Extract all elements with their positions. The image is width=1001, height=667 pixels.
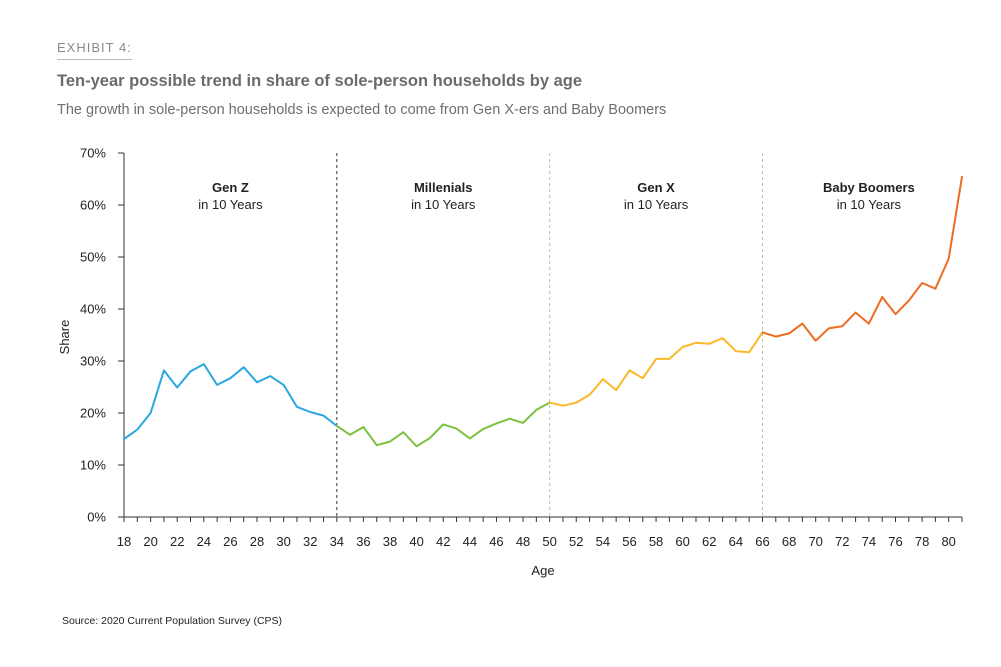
y-tick-label: 30% xyxy=(80,354,106,369)
x-tick-label: 66 xyxy=(755,534,769,549)
exhibit-label: EXHIBIT 4: xyxy=(57,40,132,60)
y-tick-label: 10% xyxy=(80,458,106,473)
x-tick-label: 80 xyxy=(941,534,955,549)
y-tick-label: 50% xyxy=(80,250,106,265)
y-tick-label: 60% xyxy=(80,198,106,213)
chart-subtitle: The growth in sole-person households is … xyxy=(57,102,667,118)
y-tick-label: 0% xyxy=(87,510,106,525)
y-tick-label: 70% xyxy=(80,146,106,161)
x-tick-label: 42 xyxy=(436,534,450,549)
x-tick-label: 78 xyxy=(915,534,929,549)
x-tick-label: 30 xyxy=(276,534,290,549)
x-tick-label: 18 xyxy=(117,534,131,549)
x-tick-label: 26 xyxy=(223,534,237,549)
x-tick-label: 74 xyxy=(862,534,876,549)
generation-name: Gen Z xyxy=(212,180,249,195)
y-tick-label: 20% xyxy=(80,406,106,421)
series-line-baby-boomers xyxy=(761,175,963,342)
x-tick-label: 28 xyxy=(250,534,264,549)
chart-title: Ten-year possible trend in share of sole… xyxy=(57,72,583,90)
x-tick-label: 56 xyxy=(622,534,636,549)
x-axis-title: Age xyxy=(531,563,554,578)
x-tick-label: 52 xyxy=(569,534,583,549)
x-tick-label: 72 xyxy=(835,534,849,549)
x-tick-label: 38 xyxy=(383,534,397,549)
x-tick-label: 60 xyxy=(675,534,689,549)
x-tick-label: 34 xyxy=(330,534,344,549)
generation-subtitle: in 10 Years xyxy=(837,197,902,212)
y-axis-title: Share xyxy=(57,320,72,355)
x-tick-label: 46 xyxy=(489,534,503,549)
generation-name: Baby Boomers xyxy=(823,180,915,195)
x-tick-label: 64 xyxy=(729,534,743,549)
y-tick-label: 40% xyxy=(80,302,106,317)
generation-name: Gen X xyxy=(637,180,675,195)
x-tick-label: 40 xyxy=(409,534,423,549)
x-tick-label: 58 xyxy=(649,534,663,549)
x-tick-label: 54 xyxy=(596,534,610,549)
x-tick-label: 20 xyxy=(143,534,157,549)
generation-subtitle: in 10 Years xyxy=(411,197,476,212)
series-line-gen-x xyxy=(548,331,764,407)
x-tick-label: 62 xyxy=(702,534,716,549)
generation-name: Millenials xyxy=(414,180,473,195)
series-line-millenials xyxy=(335,401,551,448)
x-tick-label: 68 xyxy=(782,534,796,549)
x-tick-label: 48 xyxy=(516,534,530,549)
x-tick-label: 50 xyxy=(542,534,556,549)
x-tick-label: 70 xyxy=(808,534,822,549)
x-tick-label: 76 xyxy=(888,534,902,549)
x-tick-label: 32 xyxy=(303,534,317,549)
x-tick-label: 36 xyxy=(356,534,370,549)
x-tick-label: 24 xyxy=(197,534,211,549)
x-tick-label: 22 xyxy=(170,534,184,549)
generation-subtitle: in 10 Years xyxy=(198,197,263,212)
x-tick-label: 44 xyxy=(463,534,477,549)
source-note: Source: 2020 Current Population Survey (… xyxy=(62,615,283,627)
generation-subtitle: in 10 Years xyxy=(624,197,689,212)
series-line-gen-z xyxy=(123,363,338,440)
